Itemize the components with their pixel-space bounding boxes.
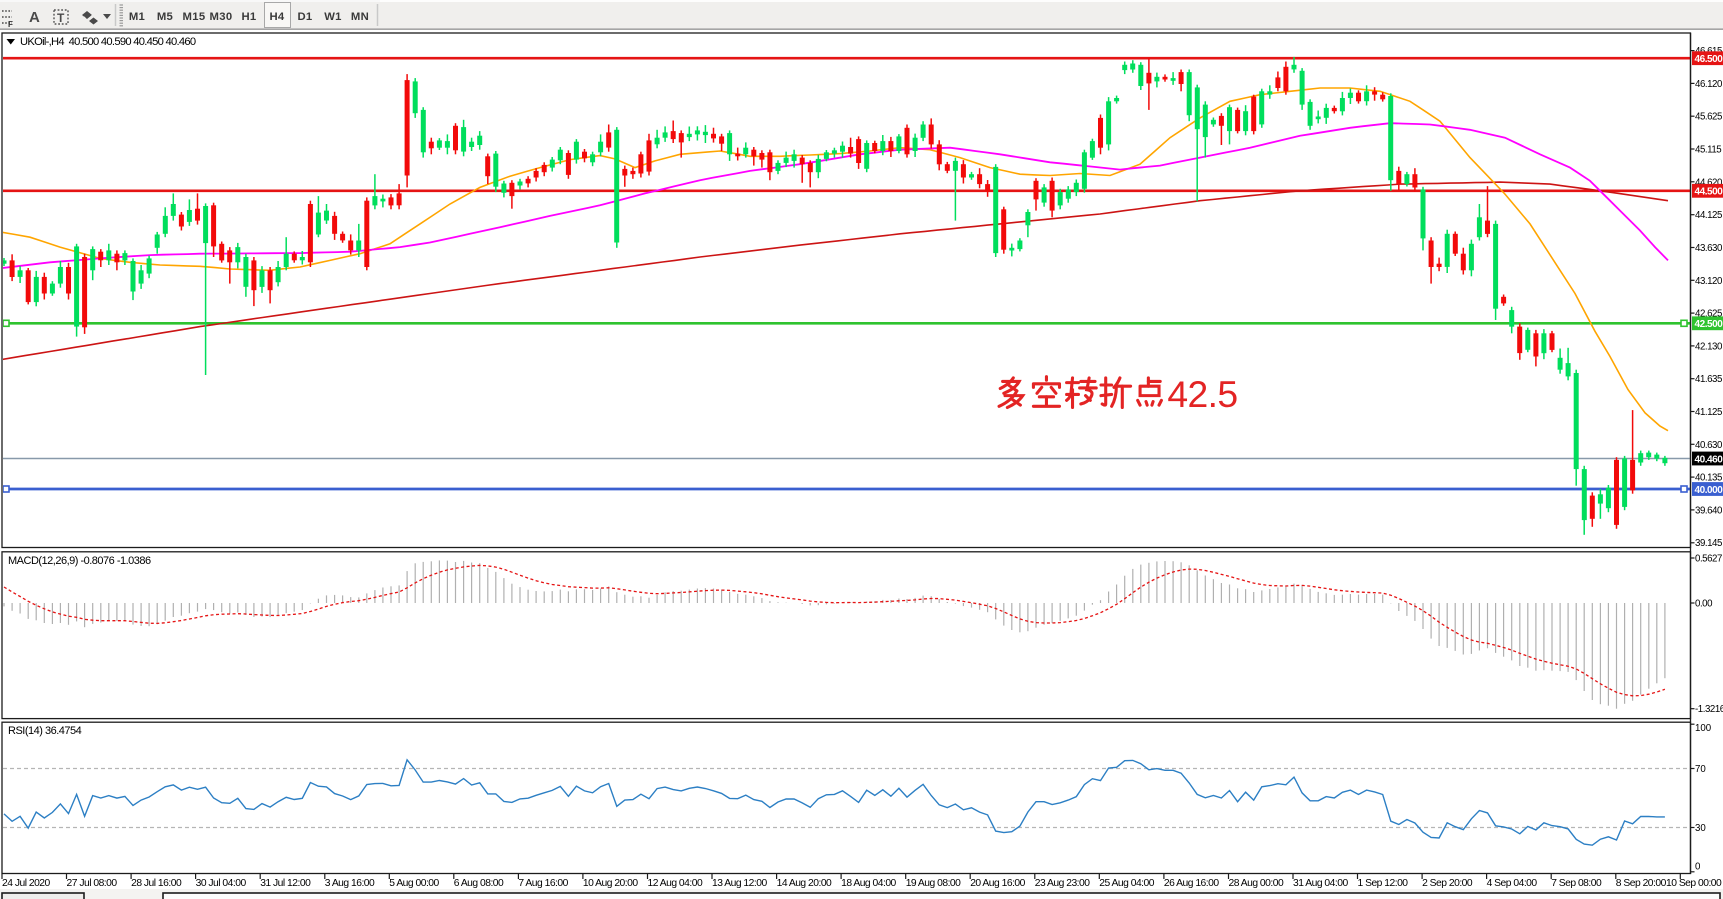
svg-text:43.630: 43.630 — [1695, 243, 1723, 254]
svg-text:30 Jul 04:00: 30 Jul 04:00 — [196, 878, 247, 889]
svg-text:44.620: 44.620 — [1695, 177, 1723, 188]
svg-text:3 Aug 16:00: 3 Aug 16:00 — [325, 878, 375, 889]
svg-text:H4: H4 — [269, 11, 284, 23]
svg-text:4 Sep 04:00: 4 Sep 04:00 — [1487, 878, 1538, 889]
svg-text:D1: D1 — [297, 11, 312, 23]
svg-text:M5: M5 — [157, 11, 173, 23]
svg-text:12 Aug 04:00: 12 Aug 04:00 — [648, 878, 703, 889]
svg-text:44.500: 44.500 — [1695, 187, 1723, 198]
svg-text:45.115: 45.115 — [1695, 145, 1721, 156]
svg-text:42.625: 42.625 — [1695, 309, 1722, 320]
svg-text:42.500: 42.500 — [1695, 319, 1723, 330]
svg-text:M30: M30 — [210, 11, 233, 23]
svg-text:MACD(12,26,9) -0.8076 -1.0386: MACD(12,26,9) -0.8076 -1.0386 — [8, 555, 151, 567]
svg-text:0.00: 0.00 — [1695, 599, 1713, 610]
svg-text:5 Aug 00:00: 5 Aug 00:00 — [389, 878, 439, 889]
svg-text:F: F — [8, 20, 13, 29]
svg-text:31 Aug 04:00: 31 Aug 04:00 — [1293, 878, 1348, 889]
svg-text:25 Aug 04:00: 25 Aug 04:00 — [1099, 878, 1154, 889]
svg-text:24 Jul 2020: 24 Jul 2020 — [2, 878, 51, 889]
svg-text:H1: H1 — [241, 11, 256, 23]
svg-text:45.625: 45.625 — [1695, 112, 1722, 123]
svg-text:46.120: 46.120 — [1695, 79, 1723, 90]
svg-text:41.635: 41.635 — [1695, 374, 1722, 385]
svg-text:8 Sep 20:00: 8 Sep 20:00 — [1616, 878, 1667, 889]
svg-text:41.125: 41.125 — [1695, 407, 1722, 418]
svg-text:40.000: 40.000 — [1695, 485, 1723, 496]
svg-text:RSI(14) 36.4754: RSI(14) 36.4754 — [8, 725, 82, 737]
svg-text:13 Aug 12:00: 13 Aug 12:00 — [712, 878, 767, 889]
svg-text:A: A — [29, 9, 40, 26]
svg-text:2 Sep 20:00: 2 Sep 20:00 — [1422, 878, 1473, 889]
svg-text:28 Aug 00:00: 28 Aug 00:00 — [1229, 878, 1284, 889]
svg-text:14 Aug 20:00: 14 Aug 20:00 — [777, 878, 832, 889]
svg-text:27 Jul 08:00: 27 Jul 08:00 — [67, 878, 118, 889]
svg-text:46.500: 46.500 — [1695, 54, 1723, 65]
svg-text:10 Sep 00:00: 10 Sep 00:00 — [1666, 878, 1722, 889]
svg-text:40.460: 40.460 — [1695, 454, 1723, 465]
svg-text:0.5627: 0.5627 — [1695, 554, 1722, 565]
svg-text:28 Jul 16:00: 28 Jul 16:00 — [131, 878, 182, 889]
svg-text:23 Aug 23:00: 23 Aug 23:00 — [1035, 878, 1090, 889]
svg-text:6 Aug 08:00: 6 Aug 08:00 — [454, 878, 504, 889]
svg-text:42.5: 42.5 — [1167, 373, 1237, 415]
svg-text:100: 100 — [1695, 723, 1712, 734]
svg-text:18 Aug 04:00: 18 Aug 04:00 — [841, 878, 896, 889]
svg-text:7 Sep 08:00: 7 Sep 08:00 — [1551, 878, 1602, 889]
svg-text:UKOil-,H4 40.500 40.590 40.45: UKOil-,H4 40.500 40.590 40.450 40.460 — [20, 36, 196, 48]
svg-text:43.120: 43.120 — [1695, 276, 1723, 287]
svg-text:30: 30 — [1695, 823, 1706, 834]
svg-text:T: T — [57, 11, 65, 25]
svg-text:M15: M15 — [183, 11, 206, 23]
svg-text:M1: M1 — [129, 11, 145, 23]
svg-text:0: 0 — [1695, 862, 1701, 873]
svg-text:70: 70 — [1695, 764, 1706, 775]
svg-text:42.130: 42.130 — [1695, 341, 1723, 352]
svg-text:20 Aug 16:00: 20 Aug 16:00 — [970, 878, 1025, 889]
svg-text:31 Jul 12:00: 31 Jul 12:00 — [260, 878, 311, 889]
svg-text:40.630: 40.630 — [1695, 440, 1723, 451]
svg-text:39.145: 39.145 — [1695, 538, 1722, 549]
svg-text:W1: W1 — [324, 11, 342, 23]
svg-text:10 Aug 20:00: 10 Aug 20:00 — [583, 878, 638, 889]
svg-text:44.125: 44.125 — [1695, 210, 1722, 221]
svg-text:-1.3216: -1.3216 — [1695, 704, 1723, 715]
svg-text:MN: MN — [351, 11, 369, 23]
svg-text:40.135: 40.135 — [1695, 473, 1722, 484]
svg-text:7 Aug 16:00: 7 Aug 16:00 — [518, 878, 568, 889]
svg-text:1 Sep 12:00: 1 Sep 12:00 — [1358, 878, 1409, 889]
svg-text:39.640: 39.640 — [1695, 505, 1723, 516]
svg-text:19 Aug 08:00: 19 Aug 08:00 — [906, 878, 961, 889]
svg-text:26 Aug 16:00: 26 Aug 16:00 — [1164, 878, 1219, 889]
